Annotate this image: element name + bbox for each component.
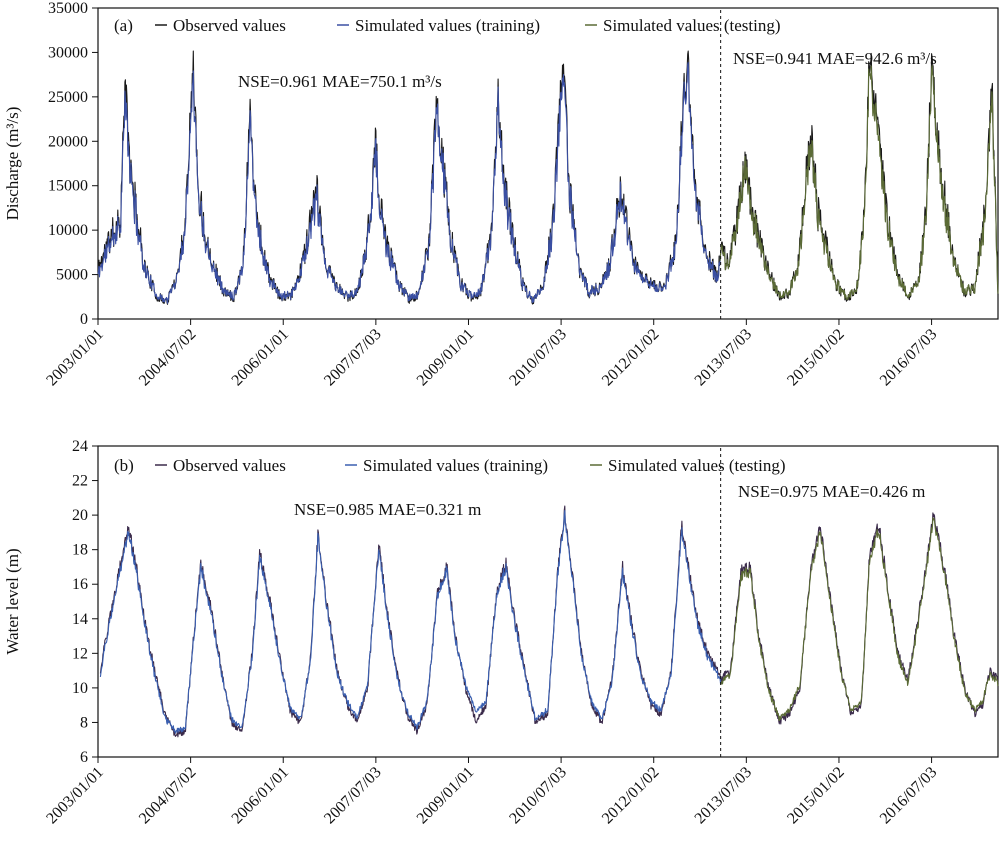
x-tick-label: 2010/07/03: [506, 764, 570, 828]
x-tick-label: 2006/01/01: [229, 764, 293, 828]
y-tick-label: 20000: [48, 133, 88, 150]
x-tick-label: 2004/07/02: [136, 764, 200, 828]
y-tick-label: 15000: [48, 178, 88, 195]
series-training-line: [97, 61, 722, 304]
y-tick-label: 14: [72, 611, 88, 628]
series-testing-line: [719, 517, 999, 722]
panel-label: (a): [114, 16, 133, 35]
chart-panel-b: 6 8 10 12 14 16 18 20 22 24 2003/01/01 2004/07/02 20…: [3, 438, 999, 828]
testing-stats-annotation: NSE=0.975 MAE=0.426 m: [738, 482, 925, 501]
y-tick-label: 18: [72, 542, 88, 559]
plot-frame: [97, 7, 999, 320]
x-tick-label: 2007/07/03: [321, 764, 385, 828]
legend-label: Simulated values (testing): [608, 456, 786, 475]
x-tick-label: 2013/07/03: [692, 764, 756, 828]
legend-label: Simulated values (testing): [603, 16, 781, 35]
y-tick-label: 22: [72, 473, 88, 490]
testing-stats-annotation: NSE=0.941 MAE=942.6 m³/s: [733, 49, 937, 68]
y-tick-label: 24: [72, 438, 88, 455]
x-tick-label: 2003/01/01: [43, 764, 107, 828]
y-tick-label: 10: [72, 680, 88, 697]
x-tick-label: 2012/01/02: [599, 326, 663, 390]
x-tick-label: 2015/01/02: [784, 326, 848, 390]
y-tick-label: 6: [80, 749, 88, 766]
y-tick-label: 25000: [48, 89, 88, 106]
legend-label: Simulated values (training): [363, 456, 548, 475]
series-observed-line: [99, 505, 999, 738]
series-training-line: [99, 510, 722, 734]
chart-panel-a: 0 5000 10000 15000 20000 25000 30000 35000 2003/…: [3, 0, 999, 390]
x-tick-label: 2003/01/01: [43, 326, 107, 390]
x-tick-label: 2006/01/01: [229, 326, 293, 390]
x-tick-label: 2013/07/03: [692, 326, 756, 390]
training-stats-annotation: NSE=0.961 MAE=750.1 m³/s: [238, 72, 442, 91]
legend-label: Observed values: [173, 16, 286, 35]
y-tick-label: 35000: [48, 0, 88, 17]
x-tick-label: 2016/07/03: [877, 764, 941, 828]
x-tick-label: 2010/07/03: [506, 326, 570, 390]
legend-label: Observed values: [173, 456, 286, 475]
y-axis-title: Water level (m): [3, 548, 22, 654]
y-tick-label: 10000: [48, 222, 88, 239]
y-axis-title: Discharge (m³/s): [3, 107, 22, 221]
x-tick-label: 2012/01/02: [599, 764, 663, 828]
x-tick-label: 2007/07/03: [321, 326, 385, 390]
plot-frame: [97, 445, 999, 758]
panel-label: (b): [114, 456, 134, 475]
y-tick-label: 30000: [48, 44, 88, 61]
y-tick-label: 0: [80, 311, 88, 328]
series-observed-line: [97, 50, 999, 305]
y-tick-label: 20: [72, 507, 88, 524]
y-tick-label: 8: [80, 714, 88, 731]
x-tick-label: 2009/01/01: [414, 764, 478, 828]
training-stats-annotation: NSE=0.985 MAE=0.321 m: [294, 500, 481, 519]
x-tick-label: 2015/01/02: [784, 764, 848, 828]
x-tick-label: 2016/07/03: [877, 326, 941, 390]
x-tick-label: 2004/07/02: [136, 326, 200, 390]
y-tick-label: 16: [72, 576, 88, 593]
x-tick-label: 2009/01/01: [414, 326, 478, 390]
y-tick-label: 5000: [56, 267, 88, 284]
legend-label: Simulated values (training): [355, 16, 540, 35]
y-tick-label: 12: [72, 645, 88, 662]
series-testing-line: [719, 65, 999, 300]
